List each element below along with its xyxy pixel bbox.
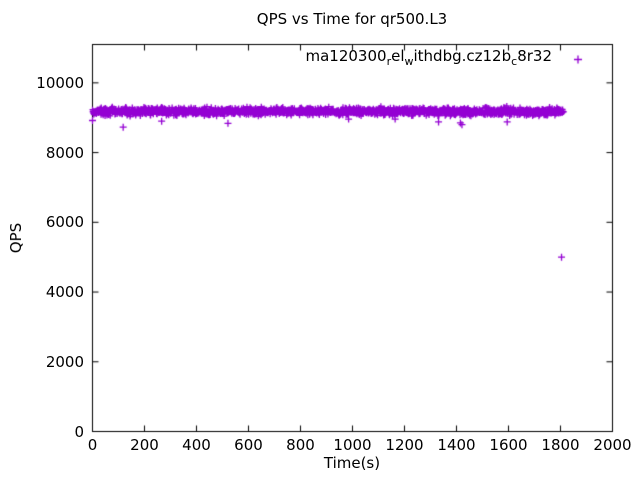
x-tick-label: 1800 (541, 436, 580, 454)
legend-text-segment: ma120300 (305, 47, 387, 65)
x-tick-label: 0 (87, 436, 98, 454)
legend-subscript: r (386, 55, 392, 68)
y-tick-label: 2000 (45, 352, 84, 371)
x-tick-label: 600 (234, 436, 263, 454)
x-tick-label: 1200 (385, 436, 424, 454)
legend-text-segment: el (391, 47, 405, 65)
x-tick-label: 2000 (593, 436, 632, 454)
legend-subscript: c (511, 55, 518, 68)
y-tick-label: 4000 (45, 283, 84, 302)
legend-series-label: ma120300relwithdbg.cz12bc8r32 (305, 47, 552, 68)
legend-text-segment: 8r32 (517, 47, 552, 65)
x-tick-label: 1400 (437, 436, 476, 454)
legend-subscript: w (404, 55, 414, 68)
y-tick-label: 6000 (45, 213, 84, 232)
x-tick-label: 1600 (489, 436, 528, 454)
x-tick-label: 1000 (333, 436, 372, 454)
x-tick-label: 400 (182, 436, 211, 454)
legend-entry: ma120300relwithdbg.cz12bc8r32 (305, 47, 552, 71)
y-tick-label: 10000 (36, 73, 84, 92)
x-axis-label: Time(s) (323, 454, 381, 472)
y-tick-label: 0 (74, 422, 84, 441)
x-tick-label: 200 (130, 436, 159, 454)
y-tick-label: 8000 (45, 143, 84, 162)
x-tick-label: 800 (286, 436, 315, 454)
legend-text-segment: ithdbg.cz12b (413, 47, 512, 65)
chart-title: QPS vs Time for qr500.L3 (256, 10, 448, 28)
